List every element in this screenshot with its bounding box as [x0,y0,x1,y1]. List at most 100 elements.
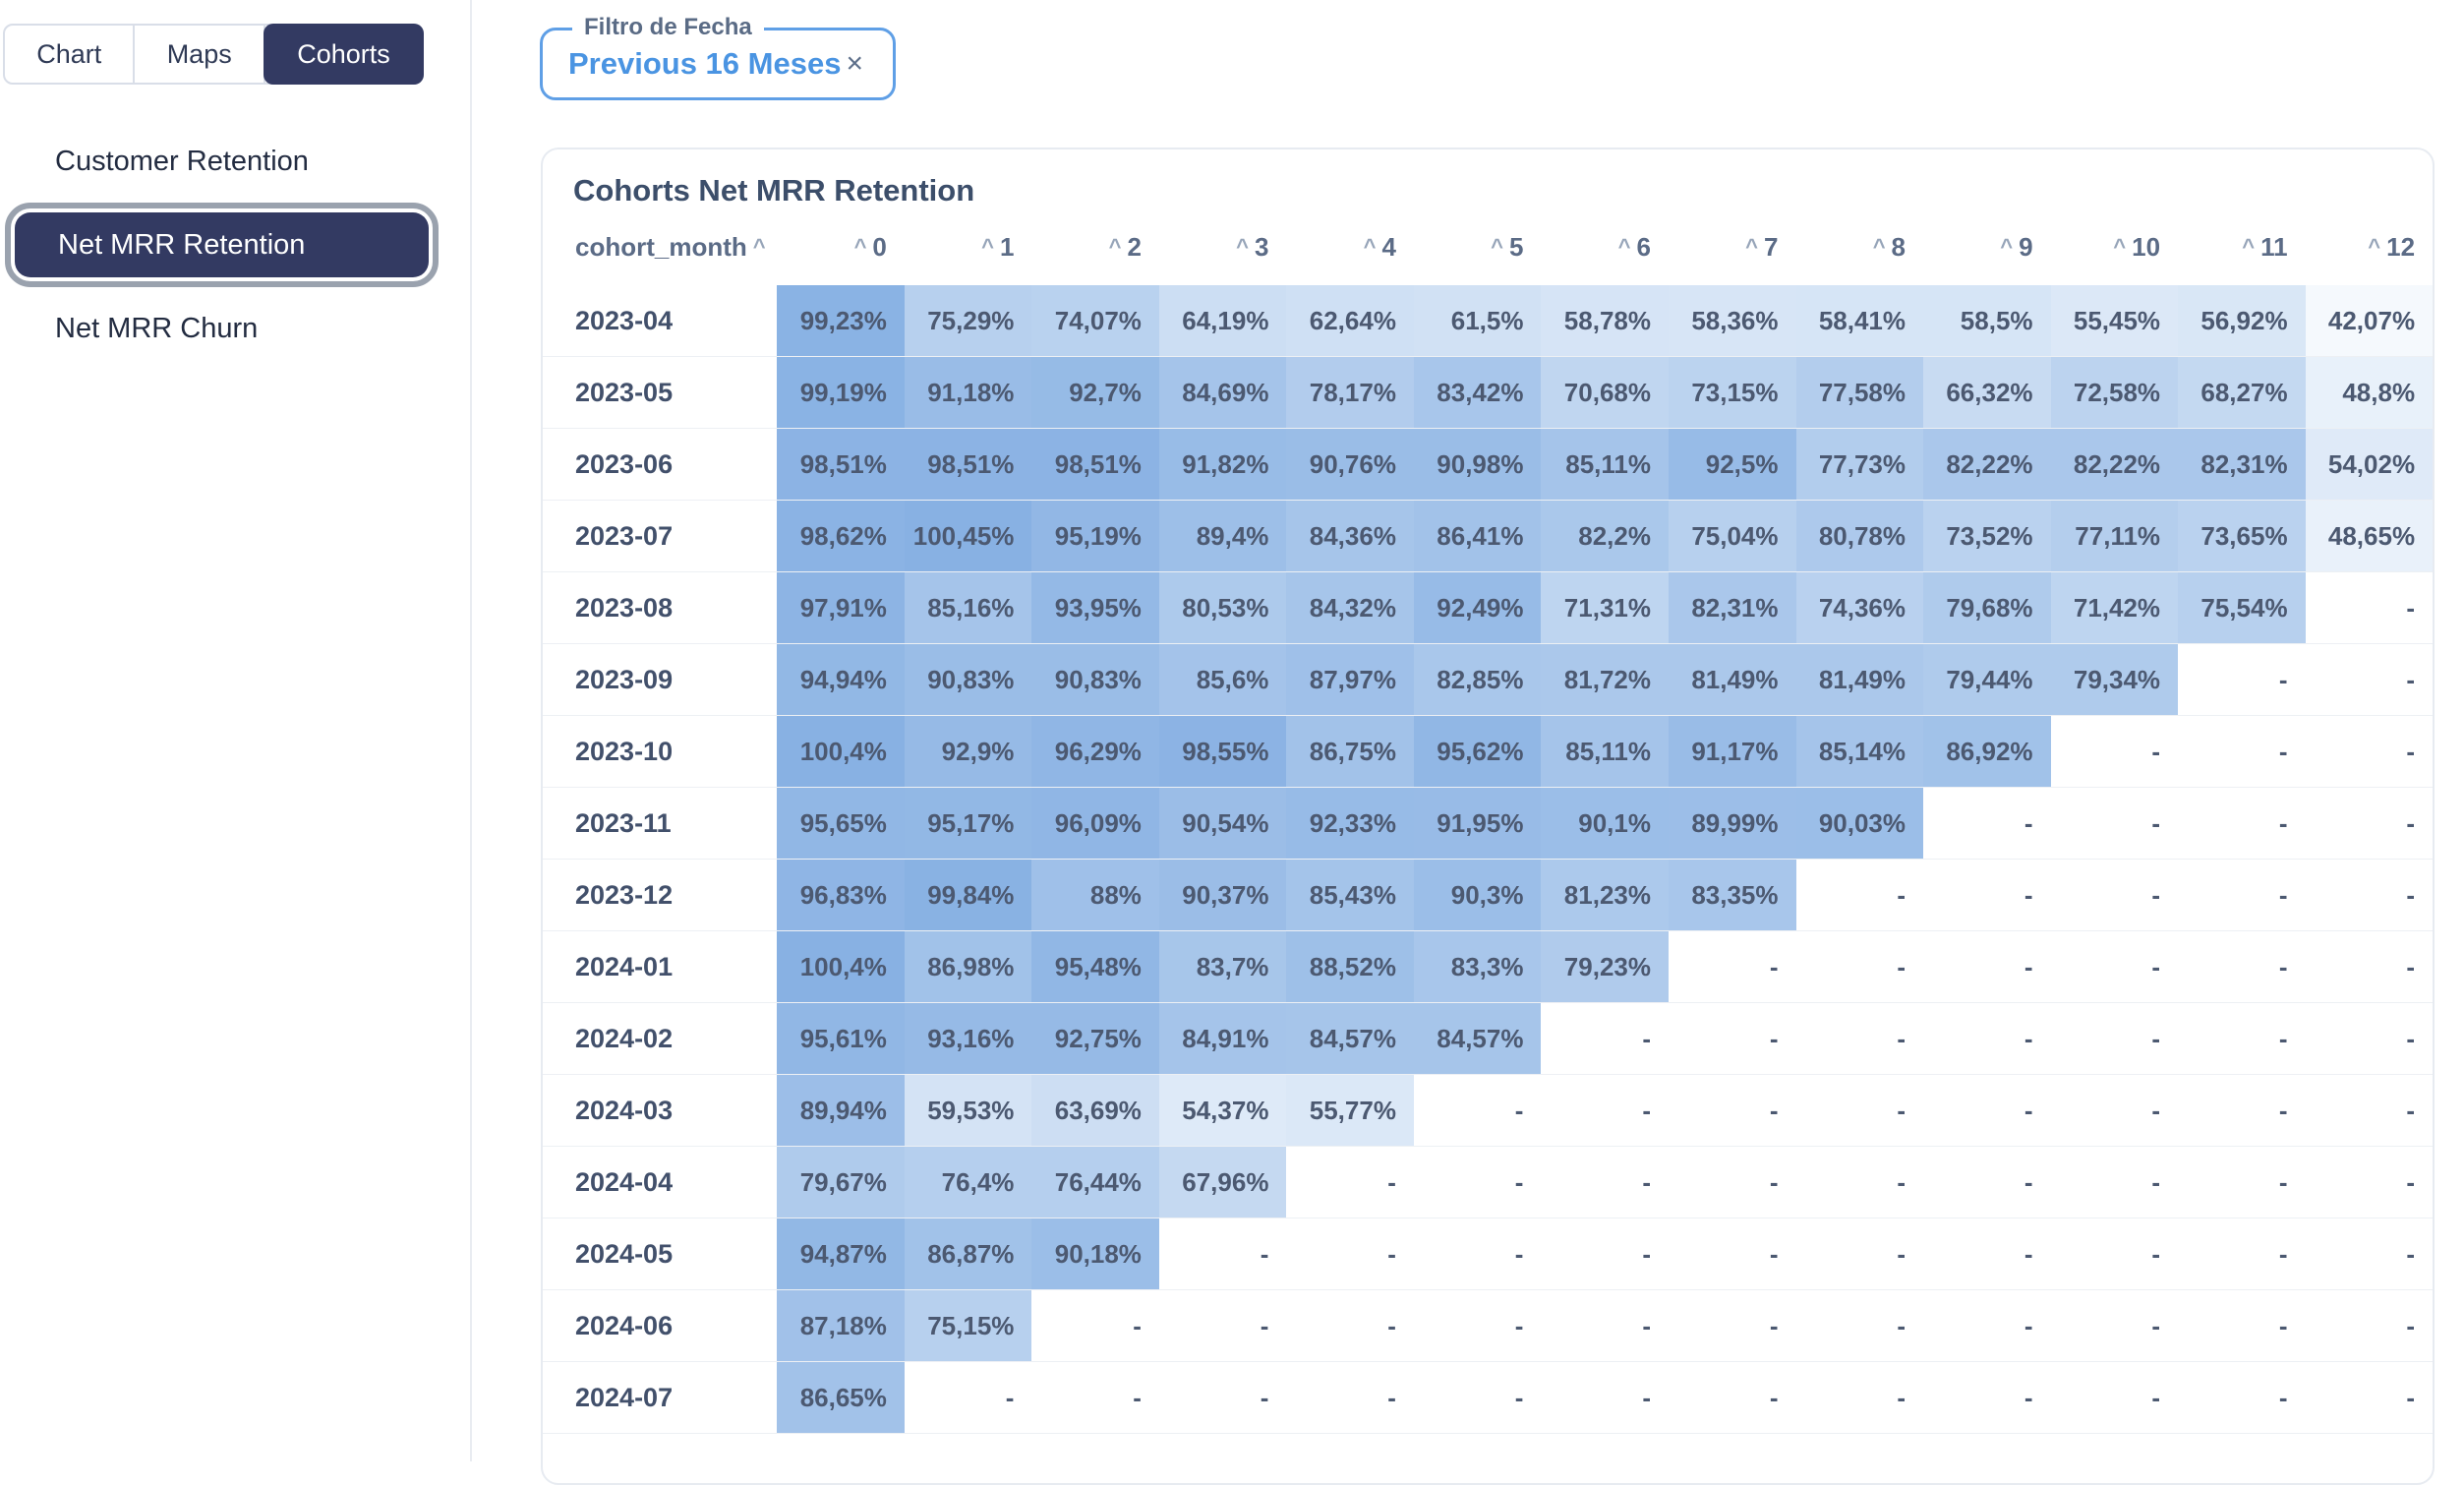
heat-cell: 90,98% [1413,429,1542,500]
heat-cell: 92,49% [1413,572,1542,643]
column-header-3[interactable]: ^ 3 [1159,232,1287,263]
empty-cell: - [2406,1382,2416,1412]
column-header-8[interactable]: ^ 8 [1796,232,1924,263]
empty-cell: - [2151,879,2161,910]
date-filter-body: Previous 16 Meses × [543,30,893,97]
heat-cell: 58,41% [1795,285,1924,356]
heat-cell: 100,45% [904,501,1032,571]
column-header-6[interactable]: ^ 6 [1541,232,1669,263]
heat-cell: 81,72% [1541,644,1669,715]
row-label: 2023-12 [575,879,674,910]
heat-cell: 67,96% [1158,1147,1287,1218]
date-filter-chip[interactable]: Filtro de Fecha Previous 16 Meses × [540,14,896,100]
heat-cell: 95,19% [1031,501,1159,571]
heat-cell: 55,77% [1286,1075,1414,1146]
tab-cohorts[interactable]: Cohorts [263,24,425,85]
sort-caret-icon: ^ [2368,233,2381,259]
card-title: Cohorts Net MRR Retention [573,173,975,208]
heat-cell: 70,68% [1541,357,1669,428]
heat-cell: 90,1% [1541,788,1669,859]
sidebar-item-net-mrr-churn[interactable]: Net MRR Churn [55,312,259,344]
empty-cell: - [2278,951,2288,981]
column-header-0[interactable]: ^ 0 [777,232,905,263]
empty-cell: - [2278,1095,2288,1125]
table-row-2024-07: 2024-07 86,65% - - - - - - - - - - - - [543,1362,2433,1434]
heat-cell: 54,02% [2305,429,2433,500]
empty-cell: - [1769,1023,1779,1053]
table-row-2023-09: 2023-09 94,94% 90,83% 90,83% 85,6% 87,97% 82,8… [543,644,2433,716]
date-filter-value[interactable]: Previous 16 Meses [568,46,842,81]
column-header-2[interactable]: ^ 2 [1031,232,1159,263]
heat-cell: 62,64% [1286,285,1414,356]
empty-cell: - [2406,1023,2416,1053]
sidebar-item-customer-retention[interactable]: Customer Retention [55,145,309,177]
empty-cell: - [2278,736,2288,766]
heat-cell: 90,18% [1031,1218,1159,1289]
empty-cell: - [2278,1023,2288,1053]
heat-cell: 98,51% [904,429,1032,500]
empty-cell: - [1260,1310,1269,1340]
empty-cell: - [2278,879,2288,910]
heat-cell: 84,69% [1158,357,1287,428]
sidebar-item-net-mrr-retention[interactable]: Net MRR Retention [5,203,439,287]
heat-cell: 68,27% [2178,357,2306,428]
table-row-2024-05: 2024-05 94,87% 86,87% 90,18% - - - - - - - - - - [543,1218,2433,1290]
heat-cell: 76,44% [1031,1147,1159,1218]
heat-cell: 93,95% [1031,572,1159,643]
column-header-1[interactable]: ^ 1 [905,232,1032,263]
empty-cell: - [1005,1382,1015,1412]
sort-caret-icon: ^ [1617,233,1631,259]
empty-cell: - [1387,1238,1396,1269]
column-header-4[interactable]: ^ 4 [1286,232,1414,263]
heat-cell: 85,6% [1158,644,1287,715]
heat-cell: 92,75% [1031,1003,1159,1074]
heat-cell: 82,2% [1541,501,1669,571]
column-header-12[interactable]: ^ 12 [2306,232,2433,263]
empty-cell: - [2024,1238,2033,1269]
heat-cell: 81,49% [1668,644,1796,715]
heat-cell: 83,42% [1413,357,1542,428]
empty-cell: - [2278,1238,2288,1269]
empty-cell: - [1642,1310,1651,1340]
heat-cell: 100,4% [777,931,905,1002]
heat-cell: 48,8% [2305,357,2433,428]
heat-cell: 80,53% [1158,572,1287,643]
heat-cell: 79,23% [1541,931,1669,1002]
row-label: 2024-01 [575,951,674,981]
column-header-10[interactable]: ^ 10 [2051,232,2179,263]
column-header-11[interactable]: ^ 11 [2178,232,2306,263]
heat-cell: 83,3% [1413,931,1542,1002]
table-body: 2023-04 99,23% 75,29% 74,07% 64,19% 62,64% 61,… [543,285,2433,1434]
heat-cell: 81,23% [1541,860,1669,930]
tab-maps[interactable]: Maps [135,26,265,83]
column-header-7[interactable]: ^ 7 [1669,232,1796,263]
heat-cell: 77,58% [1795,357,1924,428]
empty-cell: - [2406,1238,2416,1269]
empty-cell: - [1642,1095,1651,1125]
column-header-9[interactable]: ^ 9 [1923,232,2051,263]
table-row-2024-01: 2024-01 100,4% 86,98% 95,48% 83,7% 88,52% 83,3… [543,931,2433,1003]
heat-cell: 86,41% [1413,501,1542,571]
heat-cell: 84,91% [1158,1003,1287,1074]
column-header-5[interactable]: ^ 5 [1414,232,1542,263]
column-header-label: cohort_month [575,231,747,262]
table-row-2023-11: 2023-11 95,65% 95,17% 96,09% 90,54% 92,33% 91,… [543,788,2433,860]
column-header-cohort-month[interactable]: cohort_month ^ [543,232,777,263]
heat-cell: 78,17% [1286,357,1414,428]
empty-cell: - [2151,736,2161,766]
heat-cell: 89,99% [1668,788,1796,859]
table-row-2023-10: 2023-10 100,4% 92,9% 96,29% 98,55% 86,75% 95,6… [543,716,2433,788]
sort-caret-icon: ^ [2113,233,2127,259]
row-label: 2024-06 [575,1310,674,1340]
heat-cell: 58,5% [1923,285,2051,356]
row-label: 2023-06 [575,448,674,479]
empty-cell: - [2151,1382,2161,1412]
empty-cell: - [2278,664,2288,694]
row-label: 2024-03 [575,1095,674,1125]
heat-cell: 99,23% [777,285,905,356]
heat-cell: 90,54% [1158,788,1287,859]
close-icon[interactable]: × [846,47,863,80]
column-header-label: 11 [2260,231,2288,262]
heat-cell: 82,22% [2050,429,2179,500]
tab-chart[interactable]: Chart [5,26,136,83]
